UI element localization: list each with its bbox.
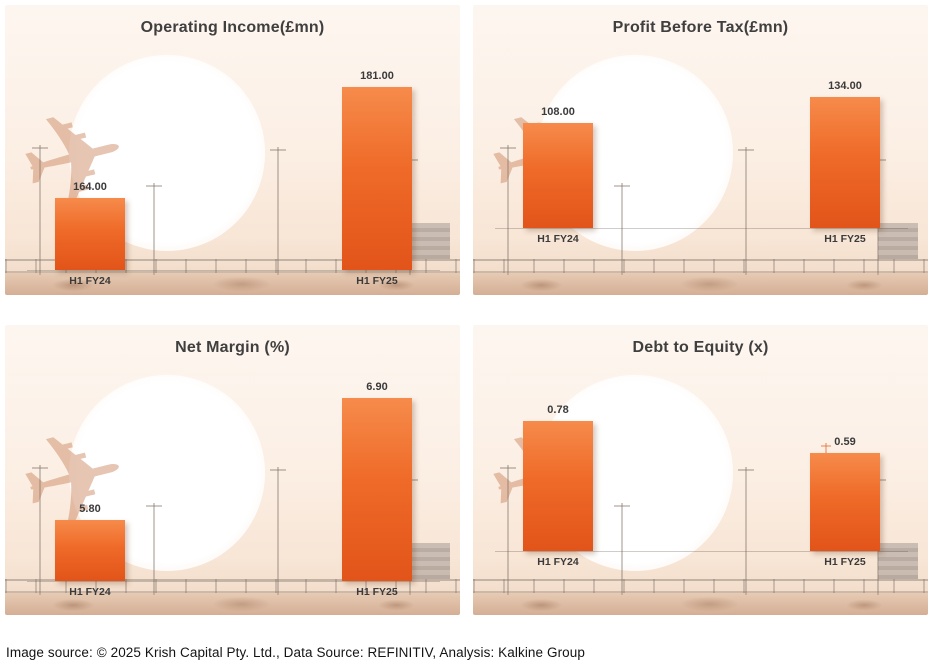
light-pole-icon	[146, 503, 162, 595]
chart-panel-operating-income: ✈ Operating Income(£mn) 164.00 H1 FY24 181…	[5, 5, 460, 295]
bar-group: 164.00 H1 FY24	[55, 181, 125, 287]
category-label: H1 FY25	[824, 556, 866, 568]
category-label: H1 FY24	[69, 586, 111, 598]
bar	[55, 198, 125, 270]
ground-strip	[5, 273, 460, 295]
bar-group: 5.80 H1 FY24	[55, 503, 125, 598]
bar	[810, 97, 880, 228]
chart-panel-net-margin: ✈ Net Margin (%) 5.80 H1 FY24 6.90 H1 FY25	[5, 325, 460, 615]
light-pole-icon	[32, 145, 48, 275]
light-pole-icon	[614, 503, 630, 595]
bar-group: 181.00 H1 FY25	[342, 70, 412, 287]
airport-fence	[473, 579, 928, 593]
chart-title: Operating Income(£mn)	[140, 19, 325, 36]
light-pole-icon	[500, 465, 516, 595]
ground-strip	[5, 593, 460, 615]
category-label: H1 FY25	[356, 586, 398, 598]
value-label: 6.90	[366, 381, 388, 393]
chart-title: Debt to Equity (x)	[632, 339, 769, 356]
value-label: 5.80	[79, 503, 101, 515]
category-label: H1 FY24	[69, 275, 111, 287]
bar-group: 0.78 H1 FY24	[523, 404, 593, 568]
airport-fence	[473, 259, 928, 273]
light-pole-icon	[270, 147, 286, 275]
light-pole-icon	[614, 183, 630, 275]
bar-group: 6.90 H1 FY25	[342, 381, 412, 598]
category-label: H1 FY24	[537, 233, 579, 245]
plot-area: 0.78 H1 FY24 0.59 H1 FY25	[495, 404, 908, 568]
ground-strip	[473, 273, 928, 295]
light-pole-icon	[270, 467, 286, 595]
chart-title: Net Margin (%)	[175, 339, 290, 356]
bar	[55, 520, 125, 581]
bar-group: 108.00 H1 FY24	[523, 106, 593, 245]
plot-area: 5.80 H1 FY24 6.90 H1 FY25	[27, 381, 440, 598]
category-label: H1 FY24	[537, 556, 579, 568]
light-pole-icon	[32, 465, 48, 595]
value-label: 108.00	[541, 106, 575, 118]
value-label: 181.00	[360, 70, 394, 82]
bar	[523, 123, 593, 228]
shed-building	[878, 223, 918, 259]
chart-title: Profit Before Tax(£mn)	[612, 19, 789, 36]
airport-fence	[5, 579, 460, 593]
bar	[342, 87, 412, 270]
bar-group: 134.00 H1 FY25	[810, 80, 880, 245]
bar	[342, 398, 412, 581]
value-label: 0.59	[834, 436, 856, 448]
bar	[810, 453, 880, 551]
shed-building	[410, 543, 450, 579]
category-label: H1 FY25	[824, 233, 866, 245]
light-pole-icon	[738, 147, 754, 275]
ground-strip	[473, 593, 928, 615]
bar-group: 0.59 H1 FY25	[810, 436, 880, 568]
source-attribution: Image source: © 2025 Krish Capital Pty. …	[6, 645, 586, 660]
shed-building	[410, 223, 450, 259]
light-pole-icon	[738, 467, 754, 595]
light-pole-icon	[500, 145, 516, 275]
shed-building	[878, 543, 918, 579]
category-label: H1 FY25	[356, 275, 398, 287]
light-pole-icon	[146, 183, 162, 275]
value-label: 134.00	[828, 80, 862, 92]
value-label: 0.78	[547, 404, 569, 416]
charts-grid: ✈ Operating Income(£mn) 164.00 H1 FY24 181…	[5, 5, 928, 615]
plot-area: 108.00 H1 FY24 134.00 H1 FY25	[495, 80, 908, 245]
plot-area: 164.00 H1 FY24 181.00 H1 FY25	[27, 70, 440, 287]
bar	[523, 421, 593, 551]
value-label: 164.00	[73, 181, 107, 193]
